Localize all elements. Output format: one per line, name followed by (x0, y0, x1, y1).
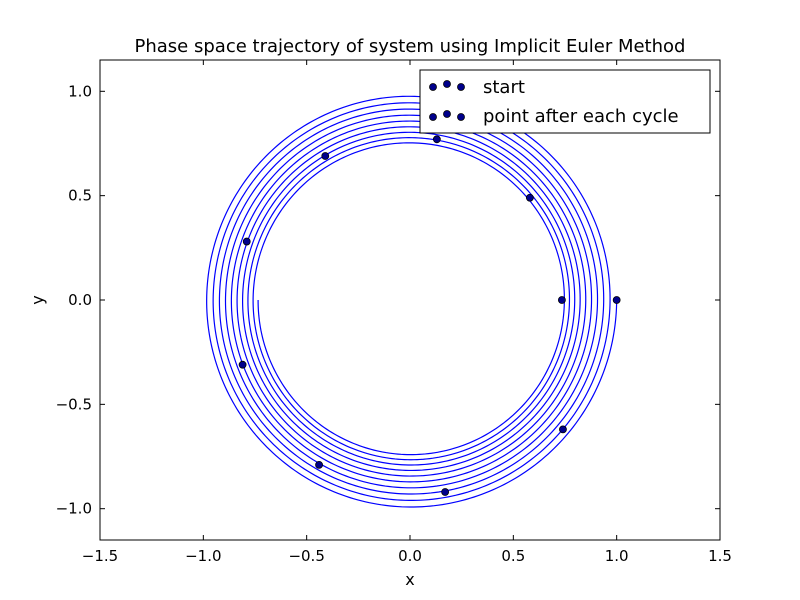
x-tick-label: −1.5 (82, 547, 118, 565)
start-point (612, 296, 621, 304)
cycle-point (559, 425, 567, 434)
x-tick-label: −0.5 (288, 547, 324, 565)
x-tick-label: 1.0 (605, 547, 629, 565)
y-tick-label: 0.5 (68, 187, 92, 205)
y-tick-label: −1.0 (56, 500, 92, 518)
legend-marker (443, 110, 451, 118)
cycle-point (441, 488, 450, 496)
legend-marker (443, 80, 451, 88)
y-tick-label: 1.0 (68, 82, 92, 100)
legend-label-cycle: point after each cycle (483, 106, 679, 127)
legend-marker (429, 83, 437, 91)
cycle-point (432, 135, 441, 144)
cycle-point (238, 360, 247, 369)
x-tick-label: 0.5 (501, 547, 525, 565)
y-tick-label: 0.0 (68, 291, 92, 309)
x-tick-label: −1.0 (185, 547, 221, 565)
cycle-point (558, 296, 566, 304)
y-axis-label: y (28, 295, 47, 304)
x-axis-label: x (405, 570, 414, 589)
legend-marker (429, 113, 437, 121)
trajectory-line (206, 95, 618, 508)
y-tick-label: −0.5 (56, 395, 92, 413)
cycle-point (315, 460, 323, 469)
x-tick-label: 0.0 (398, 547, 422, 565)
chart-title: Phase space trajectory of system using I… (135, 36, 686, 57)
cycle-point (525, 193, 534, 202)
axis-ticks: −1.5 −1.0 −0.5 0.0 0.5 1.0 1.5 −1.0 −0.5 0.0 0.5 1.… (56, 60, 732, 565)
legend-marker (457, 83, 465, 91)
x-tick-label: 1.5 (708, 547, 732, 565)
cycle-point (321, 152, 330, 160)
legend-frame (419, 69, 711, 134)
legend-marker (457, 113, 465, 121)
legend: start point after each cycle (419, 69, 711, 134)
legend-markers (429, 80, 465, 121)
cycle-point (242, 237, 251, 246)
legend-label-start: start (483, 77, 525, 98)
plot-area (206, 95, 621, 508)
